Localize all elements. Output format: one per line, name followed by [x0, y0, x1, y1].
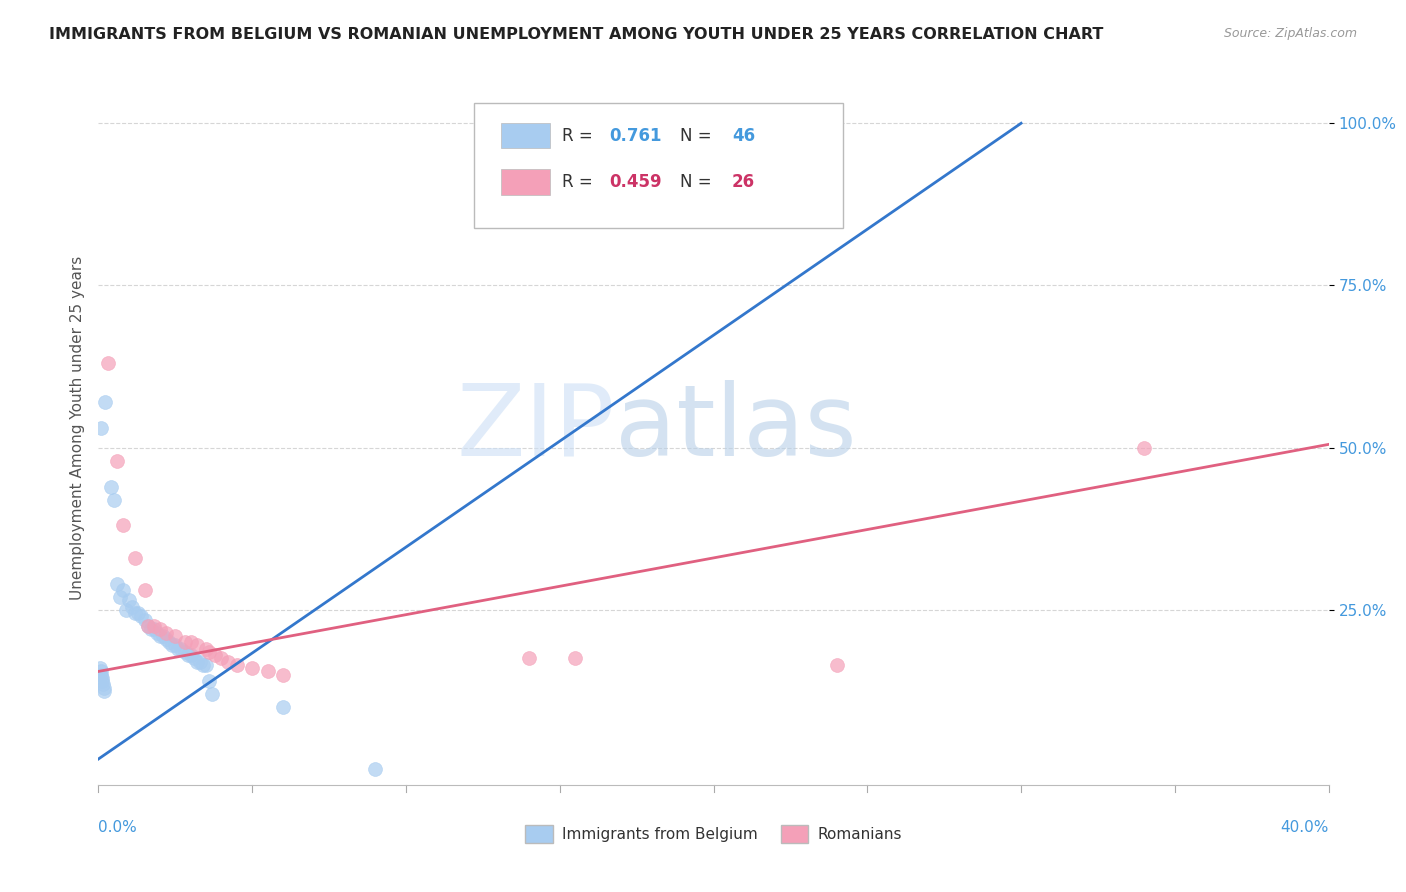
Point	[93, 395, 115, 409]
FancyBboxPatch shape	[501, 169, 550, 194]
Point	[105, 577, 128, 591]
Point	[564, 651, 586, 665]
FancyBboxPatch shape	[474, 103, 842, 228]
Point	[134, 583, 156, 598]
Point	[112, 518, 135, 533]
Text: 40.0%: 40.0%	[1281, 820, 1329, 835]
Point	[115, 603, 138, 617]
Point	[186, 639, 208, 653]
Point	[364, 762, 387, 776]
Point	[271, 700, 294, 714]
Point	[90, 671, 112, 685]
Point	[103, 492, 125, 507]
Point	[142, 622, 165, 636]
Point	[211, 651, 233, 665]
Point	[136, 619, 159, 633]
Point	[112, 583, 135, 598]
Point	[517, 651, 540, 665]
Point	[89, 661, 111, 675]
Point	[240, 661, 263, 675]
Point	[127, 606, 149, 620]
Point	[180, 648, 202, 663]
Point	[91, 677, 114, 691]
Point	[201, 687, 224, 701]
Point	[198, 674, 221, 689]
Text: Source: ZipAtlas.com: Source: ZipAtlas.com	[1223, 27, 1357, 40]
Point	[97, 356, 120, 370]
Text: N =: N =	[681, 173, 717, 191]
Point	[176, 648, 198, 663]
Legend: Immigrants from Belgium, Romanians: Immigrants from Belgium, Romanians	[519, 819, 908, 848]
Point	[142, 619, 165, 633]
Point	[204, 648, 226, 663]
Point	[155, 632, 177, 646]
Point	[170, 641, 193, 656]
Point	[118, 593, 141, 607]
Point	[136, 619, 159, 633]
Point	[149, 629, 172, 643]
Point	[134, 613, 156, 627]
Point	[198, 645, 221, 659]
Point	[195, 641, 218, 656]
Text: R =: R =	[562, 173, 598, 191]
Point	[131, 609, 153, 624]
Point	[90, 665, 112, 679]
Point	[90, 421, 112, 435]
Point	[108, 590, 131, 604]
Point	[167, 641, 190, 656]
Point	[186, 655, 208, 669]
Point	[90, 667, 112, 681]
Point	[1133, 441, 1156, 455]
Point	[256, 665, 278, 679]
Point	[825, 657, 848, 672]
FancyBboxPatch shape	[501, 123, 550, 148]
Point	[173, 635, 195, 649]
Text: N =: N =	[681, 127, 717, 145]
Point	[180, 635, 202, 649]
Point	[93, 681, 115, 695]
Text: ZIP: ZIP	[457, 380, 616, 476]
Point	[165, 629, 187, 643]
Point	[149, 622, 172, 636]
Text: 0.761: 0.761	[609, 127, 661, 145]
Text: IMMIGRANTS FROM BELGIUM VS ROMANIAN UNEMPLOYMENT AMONG YOUTH UNDER 25 YEARS CORR: IMMIGRANTS FROM BELGIUM VS ROMANIAN UNEM…	[49, 27, 1104, 42]
Point	[162, 639, 183, 653]
Point	[124, 606, 146, 620]
Text: 26: 26	[733, 173, 755, 191]
Point	[139, 622, 162, 636]
Text: 0.459: 0.459	[609, 173, 662, 191]
Text: atlas: atlas	[616, 380, 856, 476]
Point	[93, 684, 115, 698]
Text: 46: 46	[733, 127, 755, 145]
Point	[91, 674, 114, 689]
Point	[195, 657, 218, 672]
Text: R =: R =	[562, 127, 598, 145]
Point	[188, 655, 211, 669]
Point	[100, 479, 122, 493]
Point	[271, 667, 294, 681]
Point	[105, 453, 128, 467]
Point	[225, 657, 247, 672]
Point	[217, 655, 239, 669]
Point	[121, 599, 143, 614]
Point	[173, 645, 195, 659]
Point	[165, 639, 187, 653]
Y-axis label: Unemployment Among Youth under 25 years: Unemployment Among Youth under 25 years	[69, 256, 84, 600]
Point	[146, 625, 169, 640]
Text: 0.0%: 0.0%	[98, 820, 138, 835]
Point	[191, 657, 214, 672]
Point	[152, 629, 174, 643]
Point	[155, 625, 177, 640]
Point	[183, 651, 205, 665]
Point	[124, 550, 146, 565]
Point	[157, 635, 180, 649]
